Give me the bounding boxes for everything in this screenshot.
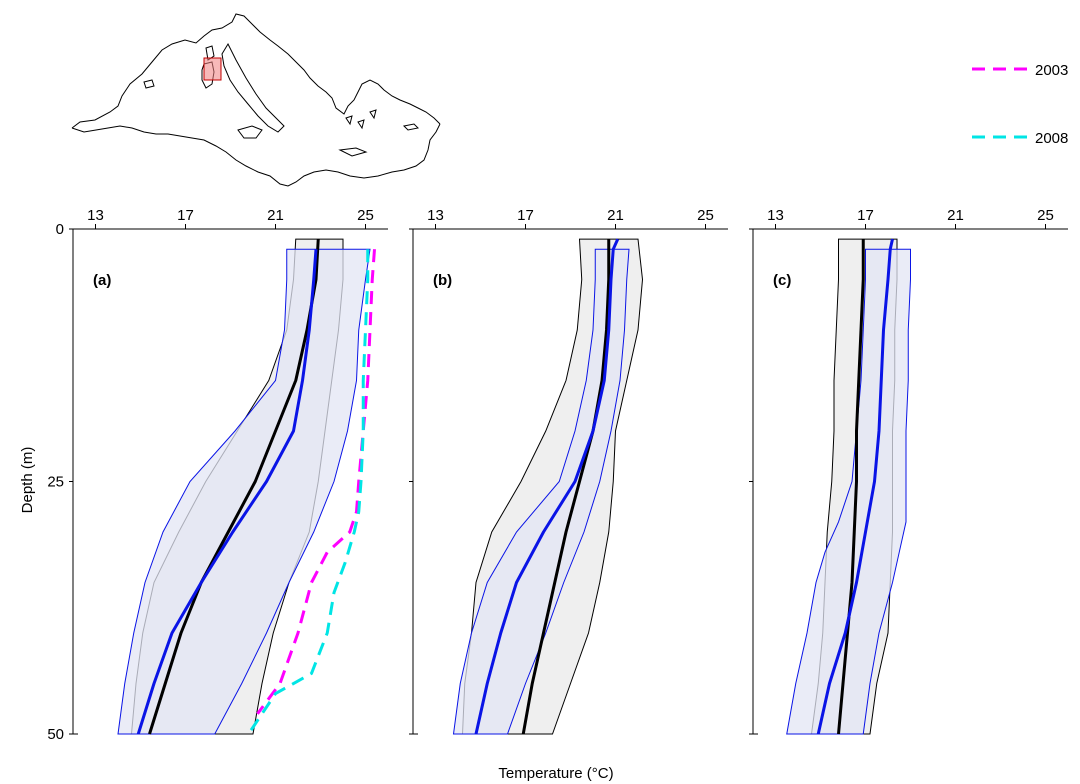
legend: 2003 2008 bbox=[972, 62, 1068, 147]
map-coastline-north bbox=[71, 13, 441, 129]
panel-tag: (c) bbox=[773, 272, 791, 289]
range-band-2 bbox=[452, 248, 630, 735]
panel-tag: (a) bbox=[93, 272, 111, 289]
panel-c: 13 17 21 25 (c) bbox=[749, 207, 1068, 735]
range-band-2 bbox=[117, 248, 371, 735]
y-tick-label: 50 bbox=[47, 726, 64, 743]
panel-b: 13 17 21 25 (b) bbox=[409, 207, 728, 735]
map-crete bbox=[338, 147, 368, 157]
x-tick-label: 25 bbox=[1037, 207, 1054, 224]
map-coastline-south bbox=[71, 123, 441, 187]
map-aegean-islands bbox=[345, 109, 377, 130]
x-tick-label: 21 bbox=[607, 207, 624, 224]
median-line-black bbox=[521, 239, 611, 735]
panel-tag: (b) bbox=[433, 272, 452, 289]
median-line-blue bbox=[474, 238, 620, 735]
x-tick-label: 25 bbox=[697, 207, 714, 224]
x-tick-label: 25 bbox=[357, 207, 374, 224]
x-tick-label: 13 bbox=[427, 207, 444, 224]
x-axis-title: Temperature (°C) bbox=[498, 765, 613, 782]
y-tick-label: 25 bbox=[47, 474, 64, 491]
x-tick-label: 17 bbox=[177, 207, 194, 224]
legend-label-2008: 2008 bbox=[1035, 130, 1068, 147]
median-line-blue bbox=[136, 249, 318, 735]
map-balearics bbox=[143, 79, 155, 89]
map-sicily bbox=[237, 125, 263, 139]
map-corsica bbox=[205, 45, 215, 61]
series-line-2003 bbox=[256, 249, 376, 715]
panel-a: 13 17 21 25 0 25 50 (a) bbox=[47, 207, 388, 743]
map-cyprus bbox=[402, 123, 420, 131]
x-tick-label: 13 bbox=[87, 207, 104, 224]
y-tick-label: 0 bbox=[56, 221, 64, 238]
median-line-blue bbox=[816, 238, 894, 735]
x-tick-label: 21 bbox=[947, 207, 964, 224]
study-area-box bbox=[203, 57, 222, 81]
legend-label-2003: 2003 bbox=[1035, 62, 1068, 79]
mediterranean-map bbox=[71, 13, 441, 187]
series-line-2008 bbox=[247, 249, 370, 735]
x-tick-label: 17 bbox=[517, 207, 534, 224]
y-axis-title: Depth (m) bbox=[19, 447, 36, 514]
map-italy bbox=[221, 42, 285, 133]
panels: 13 17 21 25 0 25 50 (a) 13 17 21 25 (b) 13 17 21 25 (c) bbox=[47, 207, 1068, 743]
median-line-black bbox=[837, 239, 865, 735]
x-tick-label: 17 bbox=[857, 207, 874, 224]
x-tick-label: 13 bbox=[767, 207, 784, 224]
x-tick-label: 21 bbox=[267, 207, 284, 224]
